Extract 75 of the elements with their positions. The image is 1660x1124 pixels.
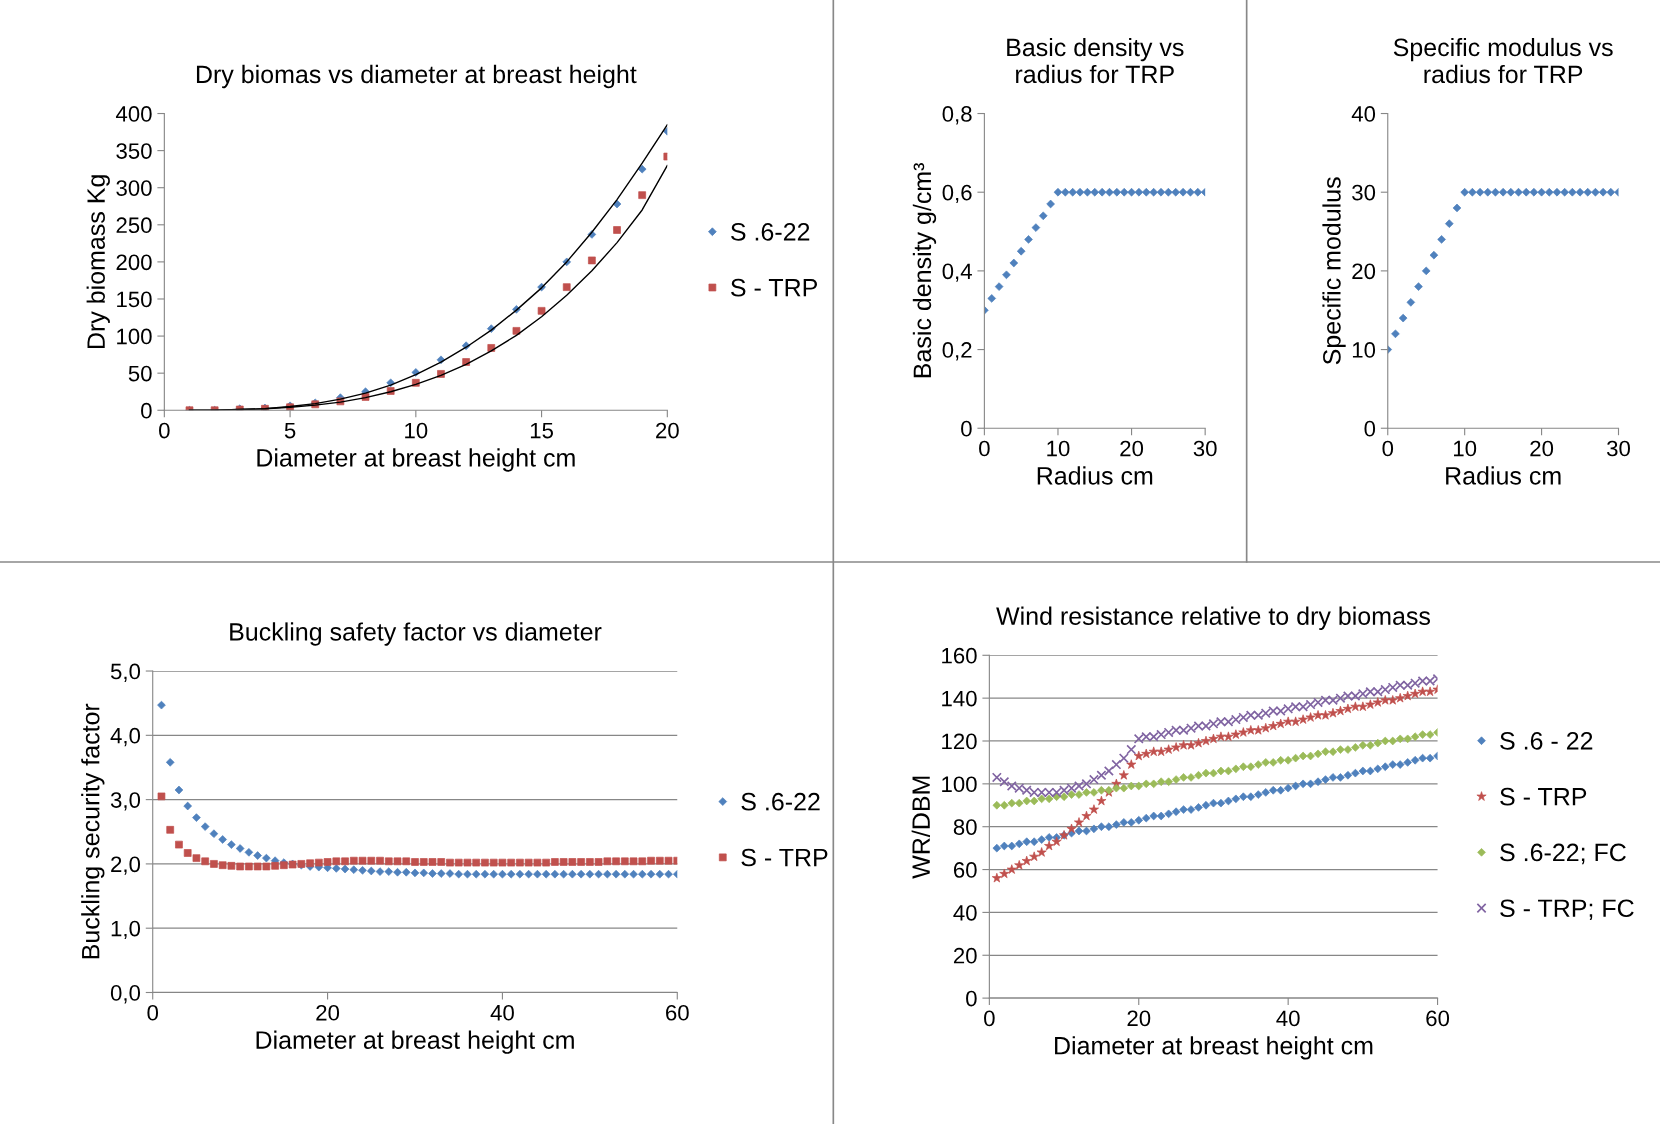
y-tick-label: 0,6 [942, 184, 972, 204]
x-tick-label: 20 [656, 422, 679, 439]
y-tick-label: 0,8 [942, 106, 972, 125]
x-tick-label: 20 [1127, 1010, 1151, 1027]
y-tick-label: 60 [953, 862, 977, 878]
legend-label: S - TRP [1500, 787, 1587, 806]
legend-label: S .6-22; FC [1500, 843, 1626, 865]
chart-title: Wind resistance relative to dry biomass [996, 606, 1431, 630]
x-tick-label: 60 [1426, 1010, 1450, 1027]
x-tick-label: 30 [1193, 440, 1217, 457]
y-tick-label: 30 [1352, 184, 1376, 201]
y-tick-label: 80 [953, 819, 977, 835]
legend-label: S - TRP [741, 848, 828, 867]
y-tick-label: 250 [116, 217, 152, 234]
y-tick-label: 0,0 [110, 985, 141, 1004]
x-tick-label: 10 [405, 422, 428, 439]
y-tick-label: 400 [115, 106, 152, 122]
y-tick-label: 0 [141, 402, 152, 419]
x-tick-label: 5 [284, 422, 296, 439]
y-tick-label: 4,0 [110, 727, 141, 747]
y-tick-label: 140 [942, 690, 977, 707]
x-tick-label: 0 [159, 422, 170, 439]
x-tick-label: 20 [1120, 440, 1144, 457]
y-tick-label: 1,0 [111, 920, 141, 940]
y-axis-title: WR/DBM [911, 776, 930, 879]
y-tick-label: 3,0 [110, 792, 141, 811]
legend-label: S .6-22 [731, 223, 810, 241]
x-tick-label: 20 [316, 1004, 340, 1021]
legend-label: S - TRP [731, 278, 818, 297]
y-axis-title: Specific modulus [1322, 177, 1346, 365]
y-tick-label: 0,4 [942, 263, 972, 282]
x-tick-label: 30 [1606, 440, 1630, 457]
y-tick-label: 160 [942, 647, 977, 664]
chart-title: Specific modulus vs radius for TRP [1393, 37, 1613, 84]
x-tick-label: 40 [490, 1004, 514, 1021]
x-tick-label: 10 [1454, 440, 1477, 457]
x-tick-label: 0 [979, 440, 990, 457]
y-tick-label: 20 [953, 947, 977, 964]
x-axis-title: Diameter at breast height cm [256, 1030, 574, 1054]
y-tick-label: 2,0 [111, 856, 141, 875]
x-tick-label: 0 [1382, 440, 1394, 457]
y-tick-label: 200 [116, 254, 152, 271]
y-tick-label: 50 [128, 365, 152, 382]
chart-title: Basic density vs radius for TRP [1007, 37, 1184, 84]
legend-label: S .6-22 [741, 792, 820, 811]
x-tick-label: 20 [1530, 440, 1554, 457]
y-tick-label: 10 [1352, 342, 1376, 358]
chart-title: Buckling safety factor vs diameter [230, 622, 602, 646]
y-tick-label: 150 [117, 291, 152, 308]
y-axis-title: Basic density g/cm³ [912, 163, 937, 378]
legend-label: S - TRP; FC [1500, 899, 1634, 921]
y-tick-label: 0,2 [942, 342, 972, 361]
x-tick-label: 15 [530, 422, 553, 439]
x-axis-title: Radius cm [1446, 466, 1561, 485]
x-axis-title: Diameter at breast height cm [257, 448, 575, 472]
x-axis-title: Radius cm [1037, 466, 1153, 485]
chart-title: Dry biomas vs diameter at breast height [196, 64, 637, 89]
y-axis-title: Buckling security factor [81, 703, 105, 959]
y-tick-label: 20 [1352, 263, 1376, 280]
y-tick-label: 40 [1351, 106, 1376, 122]
legend-label: S .6 - 22 [1500, 732, 1593, 750]
y-tick-label: 120 [942, 733, 977, 750]
x-tick-label: 40 [1276, 1010, 1300, 1027]
y-tick-label: 350 [116, 143, 152, 159]
x-tick-label: 10 [1047, 440, 1070, 457]
y-tick-label: 100 [942, 776, 977, 793]
y-axis-title: Dry biomass Kg [86, 175, 110, 349]
y-tick-label: 0 [966, 990, 977, 1007]
x-tick-label: 60 [666, 1004, 689, 1021]
y-tick-label: 5,0 [110, 663, 141, 682]
x-axis-title: Diameter at breast height cm [1055, 1036, 1373, 1060]
y-tick-label: 40 [953, 904, 977, 921]
y-tick-label: 300 [116, 180, 152, 196]
x-tick-label: 0 [984, 1010, 995, 1027]
y-tick-label: 100 [117, 328, 152, 345]
